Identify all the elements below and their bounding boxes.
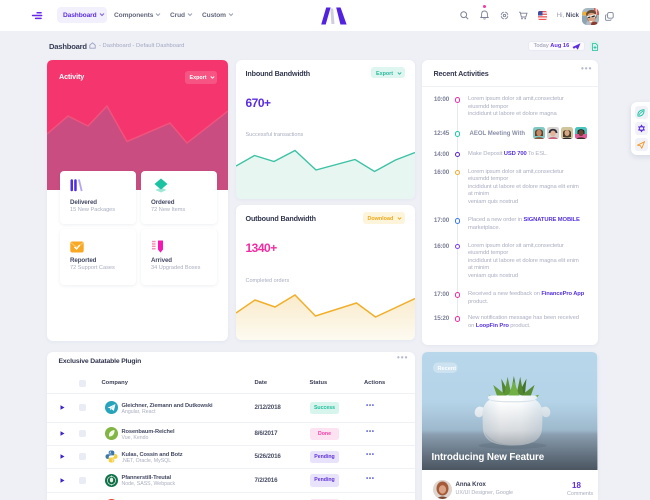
svg-text:Recent: Recent: [438, 366, 457, 372]
